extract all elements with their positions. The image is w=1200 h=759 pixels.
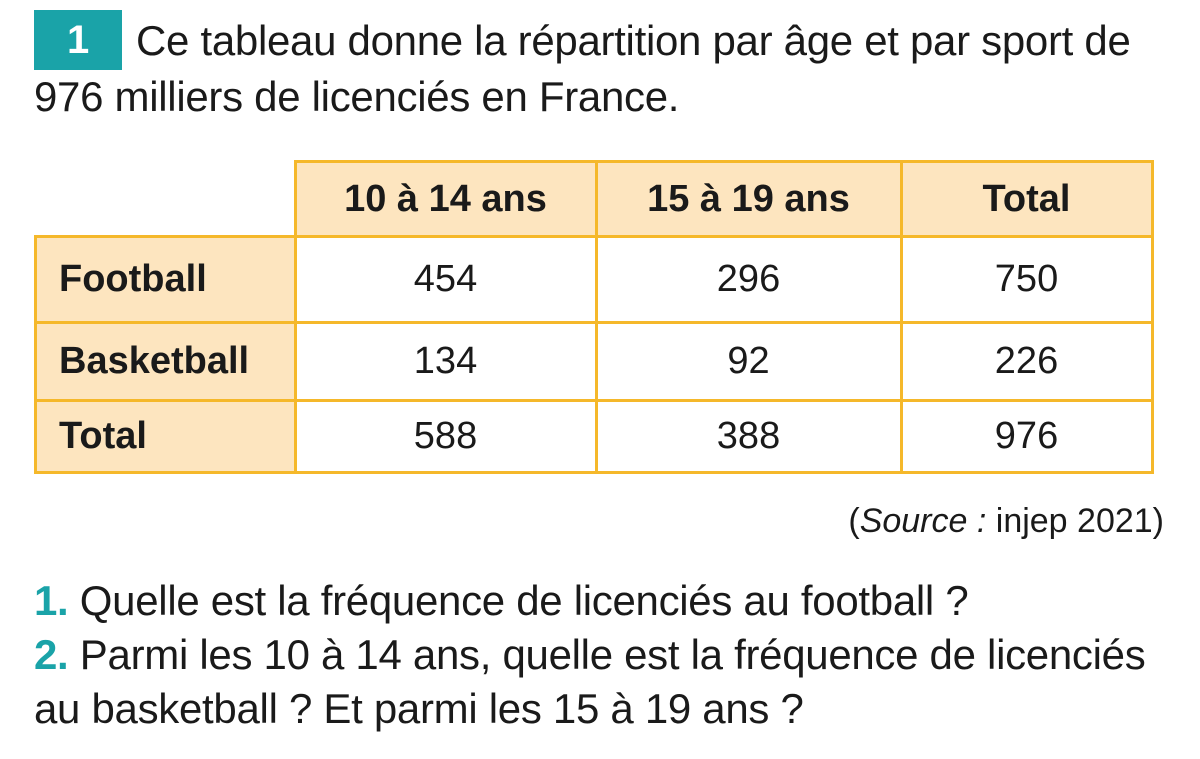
table-row-football: Football 454 296 750 bbox=[34, 235, 1154, 324]
row-header-basketball: Basketball bbox=[34, 321, 297, 402]
question-item: 1. Quelle est la fréquence de licenciés … bbox=[34, 574, 1164, 628]
question-item: 2. Parmi les 10 à 14 ans, quelle est la … bbox=[34, 628, 1164, 736]
question-text: Parmi les 10 à 14 ans, quelle est la fré… bbox=[34, 631, 1146, 732]
table-cell: 226 bbox=[899, 321, 1154, 402]
question-text: Quelle est la fréquence de licenciés au … bbox=[68, 577, 969, 624]
table-cell: 134 bbox=[293, 321, 598, 402]
table-cell: 454 bbox=[293, 235, 598, 324]
exercise-number-badge: 1 bbox=[34, 10, 122, 70]
table-cell: 750 bbox=[899, 235, 1154, 324]
exercise-statement: 1 Ce tableau donne la répartition par âge… bbox=[34, 10, 1164, 124]
table-cell: 92 bbox=[594, 321, 903, 402]
table-header-row: 10 à 14 ans 15 à 19 ans Total bbox=[35, 160, 1154, 238]
table-row-basketball: Basketball 134 92 226 bbox=[34, 321, 1154, 402]
source-text: injep 2021) bbox=[986, 502, 1164, 540]
source-label: Source : bbox=[859, 502, 987, 540]
table-cell: 588 bbox=[293, 399, 598, 474]
column-header-15-19: 15 à 19 ans bbox=[594, 160, 903, 238]
table-corner-cell bbox=[35, 161, 297, 238]
row-header-total: Total bbox=[34, 399, 297, 474]
table-cell: 976 bbox=[899, 399, 1154, 474]
table-row-total: Total 588 388 976 bbox=[34, 399, 1154, 474]
source-citation: (Source : injep 2021) bbox=[848, 502, 1164, 541]
source-open-paren: ( bbox=[848, 502, 860, 540]
question-list: 1. Quelle est la fréquence de licenciés … bbox=[34, 574, 1164, 736]
row-header-football: Football bbox=[34, 235, 297, 324]
table-cell: 296 bbox=[594, 235, 903, 324]
question-number: 1. bbox=[34, 577, 69, 624]
table-cell: 388 bbox=[594, 399, 903, 474]
exercise: 1 Ce tableau donne la répartition par âge… bbox=[34, 10, 1164, 732]
column-header-10-14: 10 à 14 ans bbox=[293, 160, 598, 238]
column-header-total: Total bbox=[899, 160, 1154, 238]
question-number: 2. bbox=[34, 631, 69, 678]
data-table: 10 à 14 ans 15 à 19 ans Total Football 4… bbox=[34, 160, 1154, 474]
exercise-intro-text: Ce tableau donne la répartition par âge … bbox=[34, 17, 1131, 120]
